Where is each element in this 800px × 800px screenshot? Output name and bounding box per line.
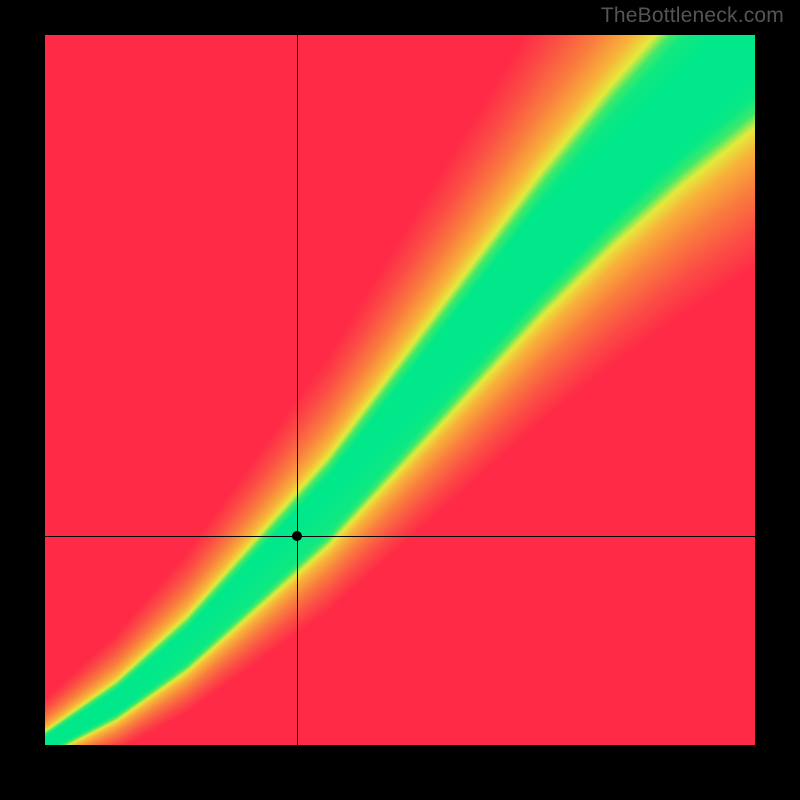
heatmap-canvas — [45, 35, 755, 745]
plot-area — [45, 35, 755, 745]
chart-container: TheBottleneck.com — [0, 0, 800, 800]
crosshair-horizontal — [45, 536, 755, 537]
crosshair-vertical — [297, 35, 298, 745]
marker-dot — [292, 531, 302, 541]
watermark-text: TheBottleneck.com — [601, 4, 784, 28]
